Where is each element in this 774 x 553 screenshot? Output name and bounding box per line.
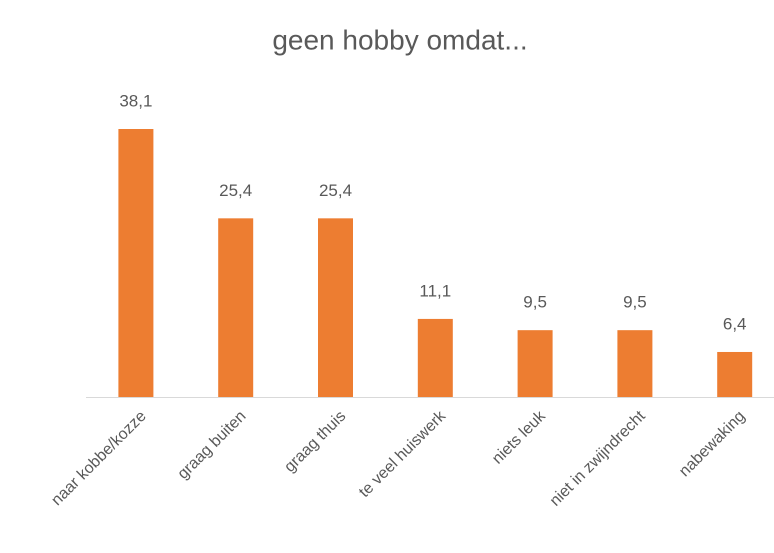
value-label: 11,1 <box>419 281 451 300</box>
value-label: 25,4 <box>319 181 352 200</box>
value-label: 6,4 <box>723 314 747 333</box>
x-tick-label: naar kobbe/kozze <box>48 408 149 509</box>
value-label: 9,5 <box>523 293 547 312</box>
value-label: 38,1 <box>119 91 152 110</box>
bar <box>617 330 653 397</box>
chart-title: geen hobby omdat... <box>272 24 527 55</box>
bar <box>517 330 553 397</box>
x-tick-label: graag buiten <box>175 408 250 483</box>
x-tick-label: graag thuis <box>281 408 349 476</box>
value-label: 25,4 <box>219 181 252 200</box>
value-label: 9,5 <box>623 293 647 312</box>
bar <box>417 318 453 397</box>
x-tick-label: nabewaking <box>676 408 748 480</box>
x-tick-label: te veel huiswerk <box>356 407 450 501</box>
bar <box>717 351 753 397</box>
bar <box>318 218 353 397</box>
x-tick-label: niet in zwijndrecht <box>547 407 649 509</box>
bar <box>218 218 254 397</box>
x-tick-label: niets leuk <box>489 407 550 468</box>
bar <box>118 129 154 397</box>
